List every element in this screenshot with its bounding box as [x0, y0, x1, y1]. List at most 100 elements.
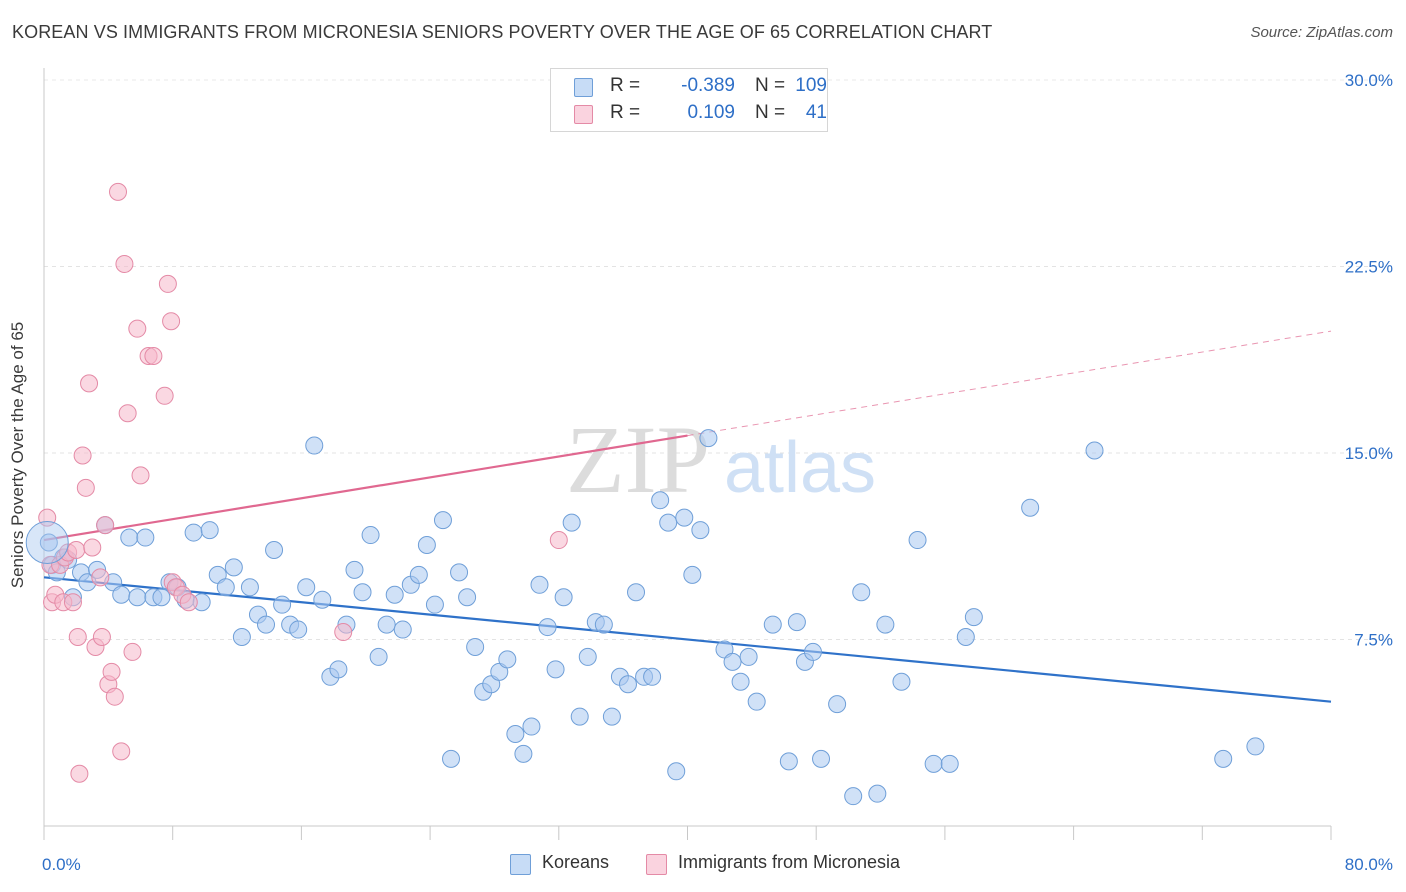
data-point-large [25, 521, 69, 565]
y-tick-label: 7.5% [1354, 631, 1393, 650]
trend-line-koreans [43, 576, 1332, 703]
data-point [273, 595, 292, 614]
legend-swatch-micronesia [574, 105, 593, 124]
data-point [39, 533, 58, 552]
data-point [530, 575, 549, 594]
data-point [667, 762, 686, 781]
series-micronesia [38, 182, 568, 783]
data-point [305, 436, 324, 455]
y-tick-label: 15.0% [1345, 444, 1393, 463]
data-point [466, 637, 485, 656]
data-point [924, 754, 943, 773]
data-point [578, 647, 597, 666]
correlation-legend: R = -0.389 N = 109 R = 0.109 N = 41 [550, 68, 828, 132]
data-point [417, 536, 436, 555]
data-point [67, 540, 86, 559]
source-label: Source: ZipAtlas.com [1250, 24, 1393, 41]
data-point [102, 662, 121, 681]
data-point [297, 578, 316, 597]
data-point [659, 513, 678, 532]
data-point [828, 695, 847, 714]
data-point [699, 429, 718, 448]
data-point [334, 623, 353, 642]
data-point [144, 347, 163, 366]
data-point [232, 628, 251, 647]
data-point [675, 508, 694, 527]
data-point [265, 540, 284, 559]
r-value: 0.109 [687, 102, 735, 123]
data-point [361, 526, 380, 545]
data-point [731, 672, 750, 691]
n-label: N = [755, 75, 786, 96]
data-point [118, 404, 137, 423]
data-point [956, 628, 975, 647]
data-point [120, 528, 139, 547]
data-point [538, 618, 557, 637]
data-point [393, 620, 412, 639]
data-point [96, 516, 115, 535]
data-point [876, 615, 895, 634]
data-point [570, 707, 589, 726]
data-point [691, 521, 710, 540]
data-points [25, 182, 1265, 806]
y-tick-label: 22.5% [1345, 258, 1393, 277]
legend-label-koreans: Koreans [542, 852, 610, 872]
data-point [964, 608, 983, 627]
data-point [115, 255, 134, 274]
data-point [123, 642, 142, 661]
r-value: -0.389 [681, 75, 735, 96]
data-point [458, 588, 477, 607]
data-point [506, 724, 525, 743]
data-point [385, 585, 404, 604]
r-label: R = [610, 75, 641, 96]
data-point [812, 749, 831, 768]
grid-lines [44, 79, 1392, 640]
data-point [618, 675, 637, 694]
data-point [602, 707, 621, 726]
data-point [162, 312, 181, 331]
data-point [908, 531, 927, 550]
data-point [68, 628, 87, 647]
n-value: 109 [795, 75, 827, 96]
data-point [80, 374, 99, 393]
data-point [643, 667, 662, 686]
trend-line-extension-micronesia [687, 330, 1332, 437]
data-point [91, 568, 110, 587]
data-point [73, 446, 92, 465]
data-point [433, 511, 452, 530]
data-point [105, 687, 124, 706]
data-point [152, 588, 171, 607]
data-point [549, 531, 568, 550]
data-point [76, 478, 95, 497]
data-point [546, 660, 565, 679]
data-point [803, 642, 822, 661]
data-point [224, 558, 243, 577]
data-point [109, 182, 128, 201]
data-point [112, 585, 131, 604]
data-point [377, 615, 396, 634]
data-point [787, 613, 806, 632]
data-point [70, 764, 89, 783]
legend-swatch-micronesia [646, 854, 667, 875]
data-point [779, 752, 798, 771]
data-point [184, 523, 203, 542]
data-point [369, 647, 388, 666]
data-point [554, 588, 573, 607]
data-point [313, 590, 332, 609]
data-point [868, 784, 887, 803]
data-point [763, 615, 782, 634]
data-point [594, 615, 613, 634]
data-point [1246, 737, 1265, 756]
data-point [514, 744, 533, 763]
data-point [739, 647, 758, 666]
y-tick-label: 30.0% [1345, 71, 1393, 90]
data-point [940, 754, 959, 773]
chart-title: KOREAN VS IMMIGRANTS FROM MICRONESIA SEN… [12, 22, 993, 42]
data-point [257, 615, 276, 634]
data-point [128, 588, 147, 607]
data-point [240, 578, 259, 597]
data-point [329, 660, 348, 679]
data-point [155, 386, 174, 405]
data-point [1085, 441, 1104, 460]
data-point [1021, 498, 1040, 517]
